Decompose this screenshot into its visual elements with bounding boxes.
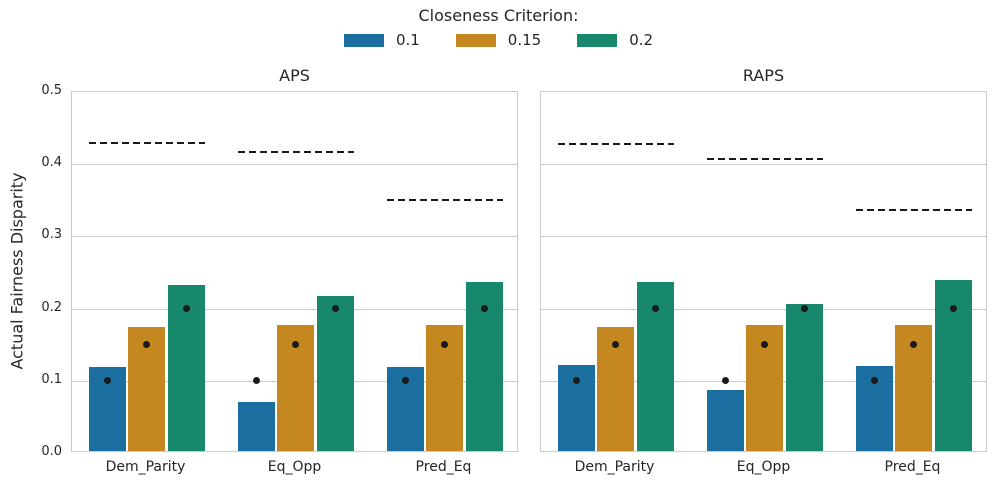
target-dashed-line-Dem_Parity xyxy=(557,142,674,145)
bar-Eq_Opp-0.2 xyxy=(316,295,354,451)
x-tick-label-Pred_Eq: Pred_Eq xyxy=(415,459,472,475)
target-dashed-line-Pred_Eq xyxy=(855,209,972,212)
criterion-dot-Eq_Opp-0.15 xyxy=(761,341,768,349)
bar-Eq_Opp-0.1 xyxy=(706,390,744,451)
legend-swatch-icon xyxy=(577,33,618,47)
y-tick-label: 0.0 xyxy=(41,444,62,459)
legend: Closeness Criterion: 0.1 0.15 0.2 xyxy=(0,6,997,49)
legend-item-0.1: 0.1 xyxy=(343,31,420,49)
legend-title: Closeness Criterion: xyxy=(418,6,579,25)
x-tick-label-Eq_Opp: Eq_Opp xyxy=(267,459,322,475)
y-tick-label: 0.4 xyxy=(41,155,62,171)
legend-item-label: 0.1 xyxy=(395,31,420,49)
criterion-dot-Pred_Eq-0.15 xyxy=(441,341,448,349)
target-dashed-line-Eq_Opp xyxy=(237,150,354,153)
bar-Eq_Opp-0.1 xyxy=(237,401,275,451)
criterion-dot-Dem_Parity-0.1 xyxy=(572,377,580,385)
target-dashed-line-Dem_Parity xyxy=(88,141,205,144)
x-tick-label-Dem_Parity: Dem_Parity xyxy=(105,459,186,475)
panel-aps: APS xyxy=(71,66,518,452)
criterion-dot-Dem_Parity-0.15 xyxy=(612,341,619,349)
criterion-dot-Eq_Opp-0.2 xyxy=(331,305,339,313)
criterion-dot-Dem_Parity-0.2 xyxy=(182,305,190,313)
panel-raps: RAPS xyxy=(540,66,987,452)
target-dashed-line-Pred_Eq xyxy=(386,199,503,202)
legend-swatch-icon xyxy=(455,33,496,47)
legend-item-label: 0.15 xyxy=(507,31,542,49)
legend-item-0.2: 0.2 xyxy=(577,31,653,49)
criterion-dot-Pred_Eq-0.2 xyxy=(949,305,957,313)
x-tick-label-Eq_Opp: Eq_Opp xyxy=(736,459,791,475)
gridline xyxy=(541,164,986,166)
criterion-dot-Eq_Opp-0.2 xyxy=(800,305,808,313)
criterion-dot-Pred_Eq-0.15 xyxy=(910,341,917,349)
criterion-dot-Dem_Parity-0.1 xyxy=(103,377,111,385)
criterion-dot-Pred_Eq-0.2 xyxy=(480,305,488,313)
legend-swatch-icon xyxy=(343,33,384,47)
criterion-dot-Eq_Opp-0.15 xyxy=(292,341,299,349)
legend-items: 0.1 0.15 0.2 xyxy=(343,31,653,49)
gridline xyxy=(72,308,517,310)
panel-title-aps: APS xyxy=(279,66,310,85)
bar-Dem_Parity-0.2 xyxy=(167,284,205,451)
gridline xyxy=(541,236,986,238)
legend-item-label: 0.2 xyxy=(629,31,654,49)
x-tick-label-Dem_Parity: Dem_Parity xyxy=(574,459,655,475)
y-tick-label: 0.1 xyxy=(41,371,62,387)
gridline xyxy=(72,236,517,238)
criterion-dot-Dem_Parity-0.2 xyxy=(651,305,659,313)
y-tick-label: 0.5 xyxy=(41,83,62,98)
criterion-dot-Dem_Parity-0.15 xyxy=(143,341,150,349)
target-dashed-line-Eq_Opp xyxy=(706,158,823,161)
criterion-dot-Eq_Opp-0.1 xyxy=(721,377,729,385)
x-tick-label-Pred_Eq: Pred_Eq xyxy=(884,459,941,475)
bar-Eq_Opp-0.2 xyxy=(785,303,823,451)
gridline xyxy=(541,308,986,310)
y-tick-label: 0.3 xyxy=(41,227,62,243)
criterion-dot-Pred_Eq-0.1 xyxy=(870,377,878,385)
panel-title-raps: RAPS xyxy=(742,66,785,85)
legend-item-0.15: 0.15 xyxy=(455,31,542,49)
criterion-dot-Pred_Eq-0.1 xyxy=(401,377,409,385)
criterion-dot-Eq_Opp-0.1 xyxy=(252,377,260,385)
gridline xyxy=(72,164,517,166)
y-tick-label: 0.2 xyxy=(41,299,62,315)
y-axis-label: Actual Fairness Disparity xyxy=(7,172,27,370)
